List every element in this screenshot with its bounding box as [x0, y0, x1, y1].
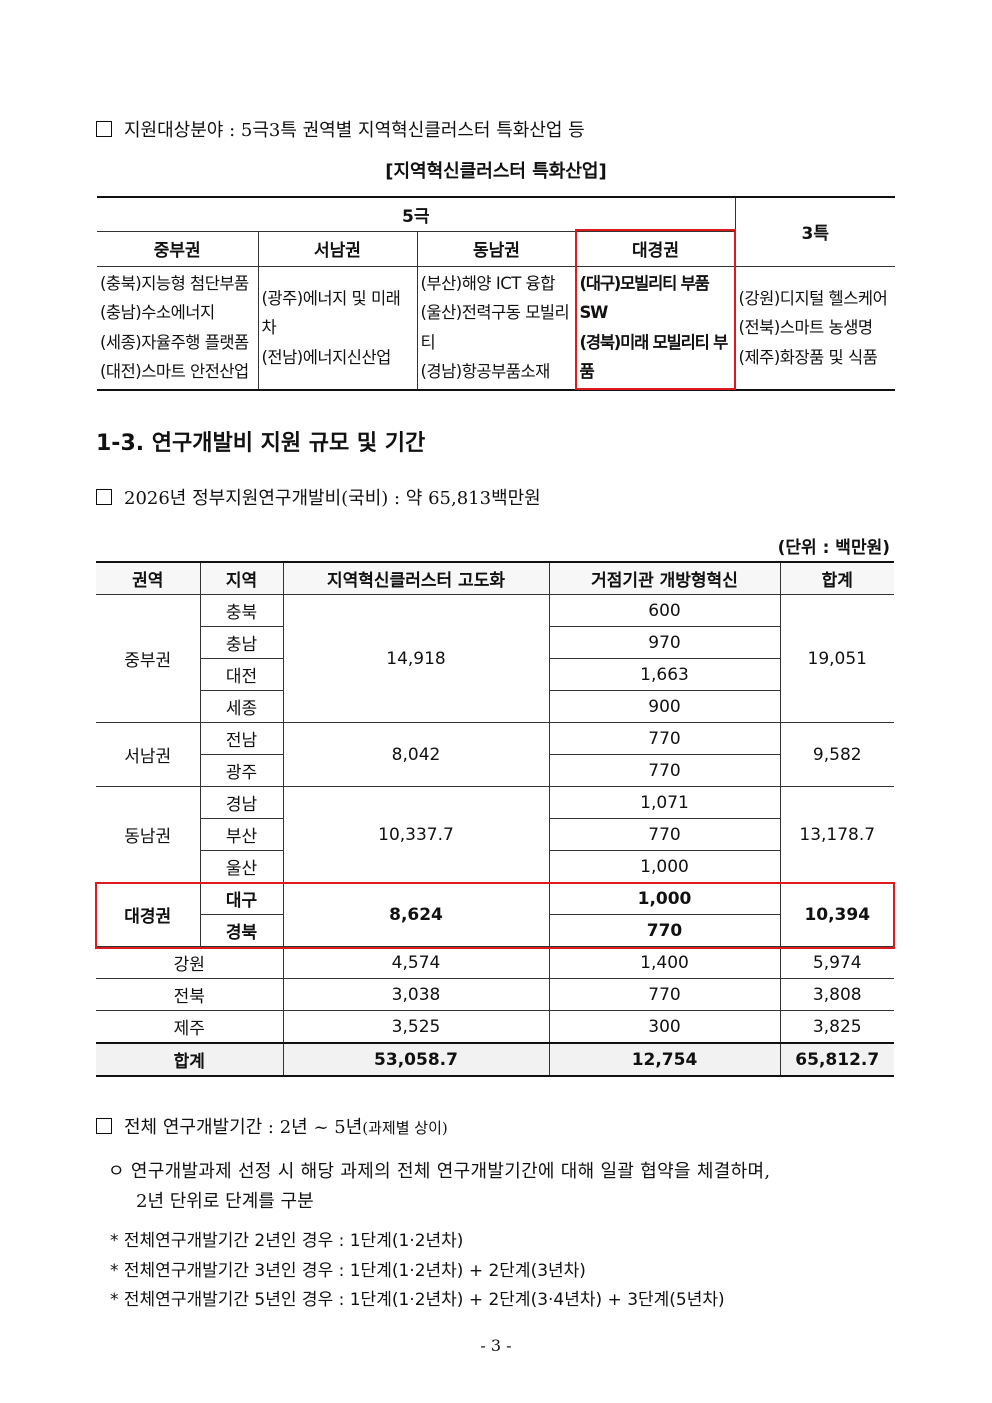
- col-header: 합계: [779, 561, 894, 595]
- total-cell: 13,178.7: [779, 786, 894, 883]
- cluster-cell: 4,574: [282, 946, 550, 979]
- budget-text: 2026년 정부지원연구개발비(국비) : 약 65,813백만원: [124, 488, 541, 509]
- area-cell: 전북: [96, 978, 284, 1011]
- agreement-line: ㅇ 연구개발과제 선정 시 해당 과제의 전체 연구개발기간에 대해 일괄 협약…: [108, 1161, 771, 1182]
- cluster-cell: 8,042: [282, 722, 550, 787]
- table-row: 중부권 충북 14,918 600 19,051: [96, 594, 894, 723]
- hub-cell: 770: [548, 722, 781, 755]
- col-header: 거점기관 개방형혁신: [548, 561, 781, 595]
- hub-cell: 770: [548, 978, 781, 1011]
- cluster-cell: 10,337.7: [282, 786, 550, 883]
- area-cell: 충남: [200, 626, 284, 659]
- sum-hub: 12,754: [548, 1042, 781, 1077]
- agreement-line-2: 2년 단위로 단계를 구분: [136, 1191, 314, 1212]
- page-number: - 3 -: [480, 1336, 512, 1355]
- period-note: (과제별 상이): [362, 1119, 448, 1137]
- hub-cell: 1,000: [548, 850, 780, 883]
- area-cell: 부산: [200, 818, 284, 851]
- support-field-text: 지원대상분야 : 5극3특 권역별 지역혁신클러스터 특화산업 등: [124, 120, 585, 141]
- stage-note: * 전체연구개발기간 3년인 경우 : 1단계(1·2년차) + 2단계(3년차…: [110, 1260, 586, 1281]
- total-cell: 10,394: [779, 882, 894, 947]
- period-bullet: 전체 연구개발기간 : 2년 ~ 5년(과제별 상이): [96, 1113, 448, 1139]
- area-cell: 경남: [199, 786, 284, 819]
- col-header: 지역혁신클러스터 고도화: [282, 561, 550, 595]
- sum-cluster: 53,058.7: [282, 1042, 550, 1077]
- hub-cell: 600: [548, 594, 781, 627]
- cluster-cell: 14,918: [282, 594, 550, 723]
- table-row: 제주 3,525 300 3,825: [96, 1010, 894, 1044]
- area-cell: 충북: [199, 594, 284, 627]
- stage-note: * 전체연구개발기간 5년인 경우 : 1단계(1·2년차) + 2단계(3·4…: [110, 1290, 725, 1310]
- table-row: 전북 3,038 770 3,808: [96, 978, 894, 1011]
- area-cell: 광주: [200, 754, 284, 787]
- hub-cell: 770: [548, 818, 780, 851]
- hub-cell: 970: [548, 626, 780, 659]
- hub-cell: 770: [548, 914, 780, 947]
- region-cell: 중부권: [96, 594, 201, 723]
- table-row: 동남권 경남 10,337.7 1,071 13,178.7: [96, 786, 894, 883]
- total-cell: 5,974: [779, 946, 894, 979]
- industry-cell: (강원)디지털 헬스케어 (전북)스마트 농생명 (제주)화장품 및 식품: [734, 265, 896, 391]
- cluster-cell: 3,525: [282, 1010, 550, 1044]
- area-cell: 제주: [96, 1010, 284, 1044]
- total-cell: 19,051: [779, 594, 894, 723]
- header-5-poles: 5극: [97, 196, 736, 232]
- table-row: 대경권 대구 8,624 1,000 10,394: [96, 882, 894, 947]
- area-cell: 대구: [199, 882, 284, 915]
- hub-cell: 900: [548, 690, 780, 723]
- total-cell: 3,808: [779, 978, 894, 1011]
- header-region: 동남권: [416, 230, 577, 267]
- industry-cell-highlighted: (대구)모빌리티 부품SW (경북)미래 모빌리티 부품: [575, 265, 736, 391]
- budget-table: 권역 지역 지역혁신클러스터 고도화 거점기관 개방형혁신 합계 중부권 충북 14…: [96, 561, 894, 1077]
- cluster-industry-table: 5극 3특 중부권 서남권 동남권 대경권 (충북)지능형 첨단부품 (충남)수소에…: [97, 196, 896, 391]
- checkbox-square-icon: [96, 489, 112, 505]
- region-cell: 동남권: [96, 786, 201, 883]
- area-cell: 세종: [200, 690, 284, 723]
- checkbox-square-icon: [96, 1118, 112, 1134]
- area-cell: 강원: [96, 946, 284, 979]
- area-cell: 대전: [200, 658, 284, 691]
- hub-cell: 1,000: [548, 882, 781, 915]
- total-row: 합계 53,058.7 12,754 65,812.7: [96, 1042, 894, 1077]
- industry-cell: (부산)해양 ICT 융합 (울산)전력구동 모빌리티 (경남)항공부품소재: [416, 265, 577, 391]
- section-heading: 1-3. 연구개발비 지원 규모 및 기간: [96, 431, 426, 456]
- area-cell: 경북: [200, 914, 284, 947]
- col-header: 권역: [96, 561, 201, 595]
- sum-label: 합계: [96, 1042, 284, 1077]
- hub-cell: 1,400: [548, 946, 781, 979]
- table-row: 충남 970: [96, 626, 894, 659]
- total-cell: 3,825: [779, 1010, 894, 1044]
- budget-bullet: 2026년 정부지원연구개발비(국비) : 약 65,813백만원: [96, 484, 541, 510]
- industry-cell: (광주)에너지 및 미래차 (전남)에너지신산업: [257, 265, 418, 391]
- header-region: 중부권: [97, 230, 259, 267]
- header-region: 대경권: [575, 230, 736, 267]
- total-cell: 9,582: [779, 722, 894, 787]
- header-3-special: 3특: [734, 196, 896, 267]
- hub-cell: 300: [548, 1010, 781, 1044]
- unit-label: (단위 : 백만원): [777, 538, 890, 558]
- table-row: 광주 770: [96, 754, 894, 787]
- hub-cell: 1,663: [548, 658, 780, 691]
- checkbox-square-icon: [96, 121, 112, 137]
- table-row: 부산 770: [96, 818, 894, 851]
- stage-notes: * 전체연구개발기간 2년인 경우 : 1단계(1·2년차) * 전체연구개발기…: [110, 1227, 725, 1316]
- sum-total: 65,812.7: [779, 1042, 894, 1077]
- cluster-cell: 3,038: [282, 978, 550, 1011]
- hub-cell: 770: [548, 754, 780, 787]
- header-region: 서남권: [257, 230, 418, 267]
- table-row: 강원 4,574 1,400 5,974: [96, 946, 894, 979]
- period-text: 전체 연구개발기간 : 2년 ~ 5년: [124, 1117, 363, 1138]
- col-header: 지역: [199, 561, 284, 595]
- region-cell: 서남권: [96, 722, 201, 787]
- stage-note: * 전체연구개발기간 2년인 경우 : 1단계(1·2년차): [110, 1231, 464, 1251]
- table-title: [지역혁신클러스터 특화산업]: [385, 161, 607, 182]
- region-cell: 대경권: [96, 882, 201, 947]
- industry-cell: (충북)지능형 첨단부품 (충남)수소에너지 (세종)자율주행 플랫폼 (대전)스마트…: [97, 265, 259, 391]
- cluster-cell: 8,624: [282, 882, 550, 947]
- hub-cell: 1,071: [548, 786, 781, 819]
- support-field-bullet: 지원대상분야 : 5극3특 권역별 지역혁신클러스터 특화산업 등: [96, 116, 585, 142]
- table-row: 서남권 전남 8,042 770 9,582: [96, 722, 894, 787]
- area-cell: 전남: [199, 722, 284, 755]
- area-cell: 울산: [200, 850, 284, 883]
